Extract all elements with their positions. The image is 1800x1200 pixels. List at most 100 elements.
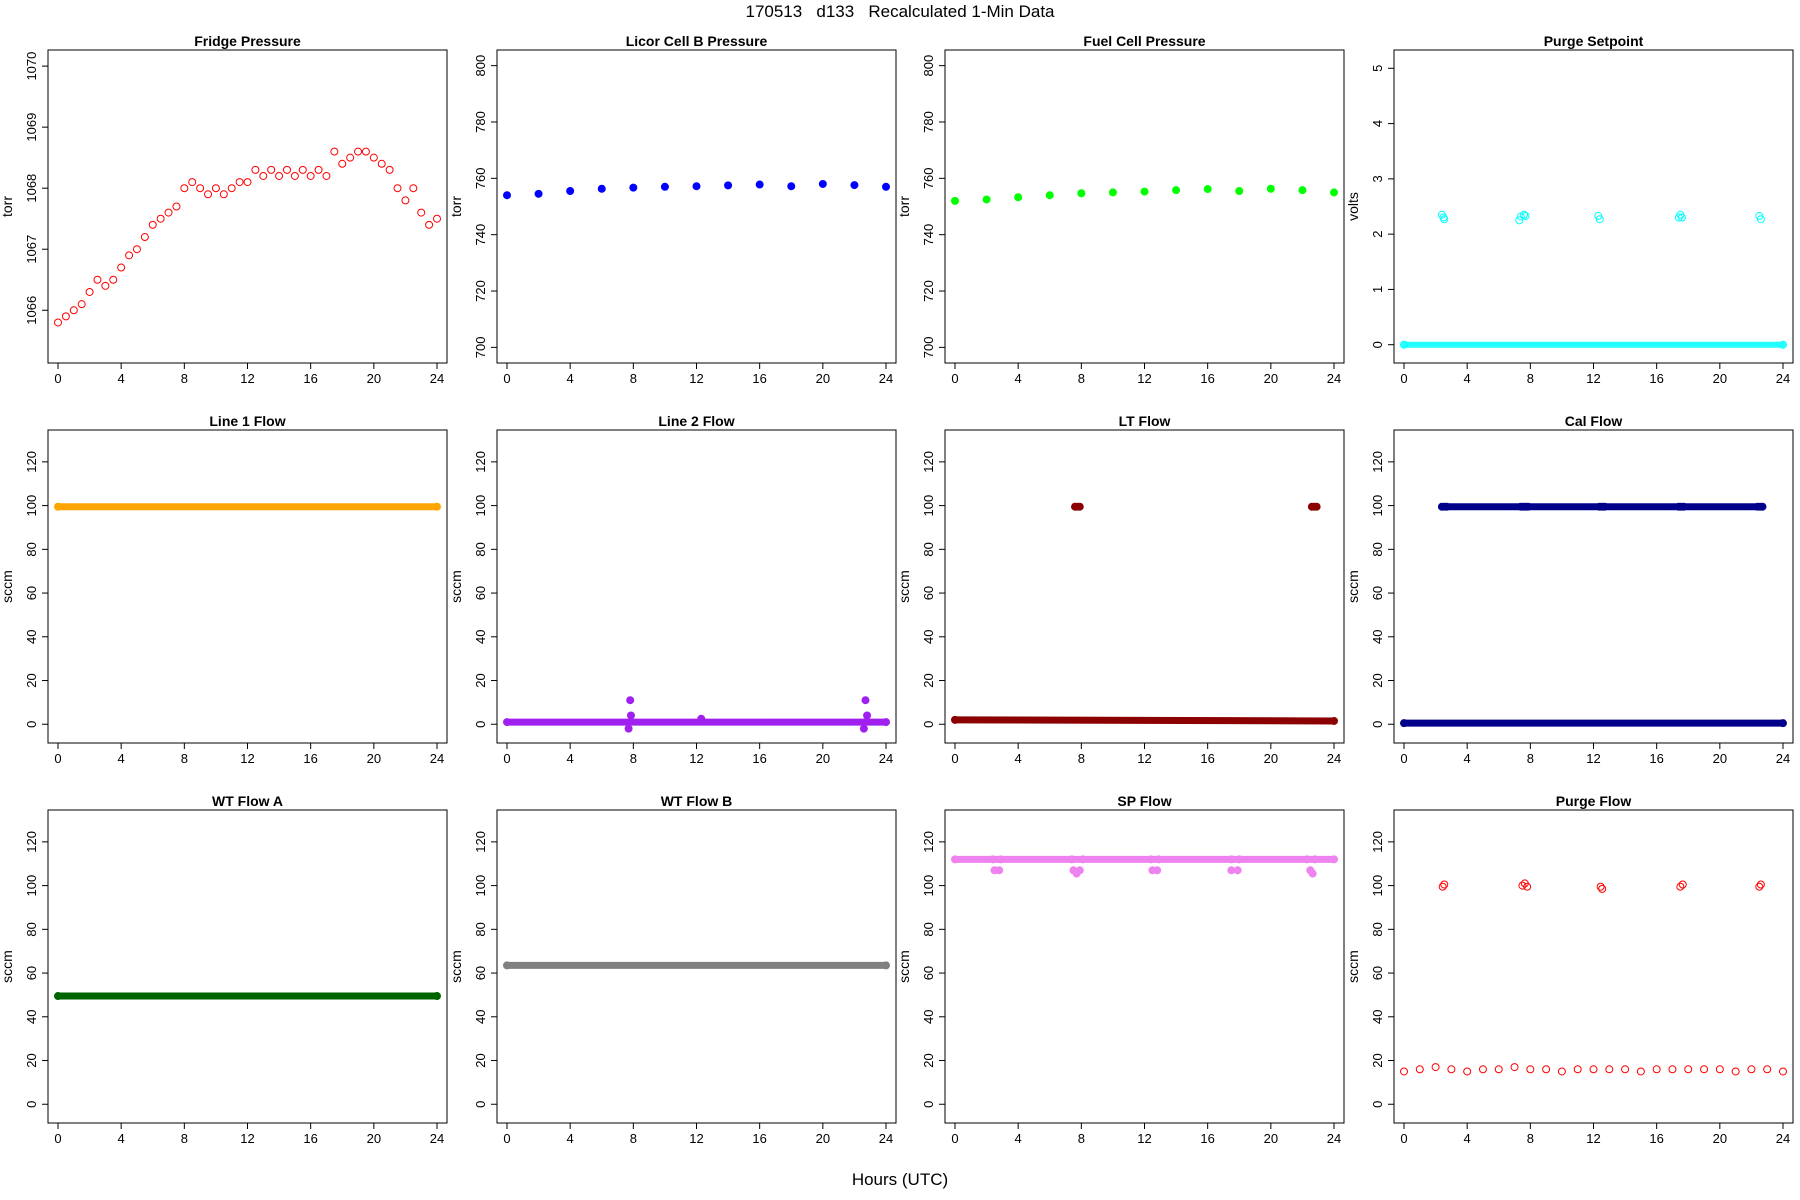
y-tick-label: 100 <box>473 495 488 517</box>
data-point <box>417 208 426 217</box>
data-point <box>314 165 323 174</box>
data-point <box>1312 502 1321 511</box>
data-point <box>626 696 635 705</box>
plot-frame <box>496 429 897 744</box>
chart-panel: Line 2 Flow sccm 0 4 8 12 16 20 24 0 20 40 60 80 100 12… <box>448 413 897 766</box>
x-tick-label: 20 <box>816 371 830 386</box>
x-tick-label: 12 <box>689 751 703 766</box>
data-point <box>1400 719 1408 728</box>
data-point <box>1438 882 1447 891</box>
data-point <box>996 855 1005 864</box>
y-tick-label: 100 <box>921 875 936 897</box>
data-point <box>626 711 635 720</box>
data-point <box>433 214 441 223</box>
y-tick-label: 2 <box>1370 231 1385 238</box>
data-point <box>1308 869 1317 878</box>
plot-frame <box>1393 49 1794 364</box>
data-point <box>1542 1065 1551 1074</box>
y-tick-label: 60 <box>921 586 936 600</box>
y-axis-label: torr <box>896 196 912 217</box>
x-tick-label: 12 <box>689 1131 703 1146</box>
y-axis-label: sccm <box>1345 950 1361 983</box>
x-tick-label: 8 <box>630 371 637 386</box>
data-point <box>861 696 870 705</box>
data-point <box>1077 189 1086 198</box>
chart-title: Fridge Pressure <box>194 33 301 49</box>
x-tick-label: 0 <box>1400 371 1407 386</box>
x-tick-label: 24 <box>430 371 444 386</box>
y-tick-label: 3 <box>1370 175 1385 182</box>
data-point <box>1526 1065 1535 1074</box>
x-tick-label: 0 <box>1400 1131 1407 1146</box>
data-point <box>951 715 959 724</box>
y-axis-label: sccm <box>0 950 15 983</box>
x-tick-label: 12 <box>240 1131 254 1146</box>
data-point <box>1589 1065 1598 1074</box>
x-tick-label: 0 <box>951 1131 958 1146</box>
x-tick-label: 24 <box>430 1131 444 1146</box>
data-point <box>61 312 70 321</box>
x-tick-label: 24 <box>879 1131 893 1146</box>
data-point <box>534 189 543 198</box>
data-point <box>1478 1065 1487 1074</box>
data-point <box>1621 1065 1630 1074</box>
data-point <box>54 318 62 327</box>
y-tick-label: 740 <box>473 224 488 246</box>
y-tick-label: 100 <box>24 875 39 897</box>
y-tick-label: 40 <box>473 630 488 644</box>
x-tick-label: 20 <box>1264 751 1278 766</box>
data-point <box>1442 502 1451 511</box>
y-tick-label: 20 <box>473 673 488 687</box>
data-point <box>1573 1065 1582 1074</box>
data-point <box>204 190 213 199</box>
y-tick-label: 40 <box>473 1010 488 1024</box>
data-point <box>1676 882 1685 891</box>
data-point <box>882 961 890 970</box>
y-tick-label: 20 <box>24 1053 39 1067</box>
data-point <box>117 263 126 272</box>
data-point <box>1447 1065 1456 1074</box>
data-point <box>306 171 315 180</box>
x-tick-label: 20 <box>367 751 381 766</box>
data-point <box>433 992 441 1001</box>
y-axis-label: sccm <box>448 570 464 603</box>
y-tick-label: 40 <box>1370 630 1385 644</box>
data-point <box>863 711 872 720</box>
data-point <box>818 179 827 188</box>
x-tick-label: 4 <box>567 751 574 766</box>
x-tick-label: 8 <box>1078 1131 1085 1146</box>
y-tick-label: 120 <box>24 831 39 853</box>
chart-title: SP Flow <box>1117 793 1171 809</box>
y-tick-label: 40 <box>921 630 936 644</box>
data-point <box>1747 1065 1756 1074</box>
x-tick-label: 12 <box>1586 1131 1600 1146</box>
y-tick-label: 700 <box>473 337 488 359</box>
x-tick-label: 4 <box>567 1131 574 1146</box>
x-tick-label: 16 <box>1200 371 1214 386</box>
x-tick-label: 24 <box>1776 371 1790 386</box>
data-point <box>629 183 638 192</box>
y-tick-label: 720 <box>473 280 488 302</box>
data-point <box>697 714 706 723</box>
data-point <box>1557 1067 1566 1076</box>
data-point <box>1595 215 1604 224</box>
data-point <box>503 191 511 200</box>
data-point <box>1075 502 1084 511</box>
data-point <box>1067 855 1076 864</box>
x-tick-label: 16 <box>752 751 766 766</box>
x-axis-caption: Hours (UTC) <box>851 1170 949 1189</box>
data-point <box>101 281 110 290</box>
y-tick-label: 80 <box>1370 922 1385 936</box>
x-tick-label: 20 <box>1713 1131 1727 1146</box>
x-tick-label: 8 <box>181 1131 188 1146</box>
data-point <box>1715 1065 1724 1074</box>
x-tick-label: 0 <box>951 751 958 766</box>
data-point <box>1415 1065 1424 1074</box>
y-tick-label: 60 <box>24 586 39 600</box>
y-tick-label: 0 <box>921 1101 936 1108</box>
y-tick-label: 1066 <box>24 296 39 325</box>
y-tick-label: 780 <box>921 111 936 133</box>
data-point <box>275 171 284 180</box>
y-tick-label: 60 <box>24 966 39 980</box>
data-point <box>1235 187 1244 196</box>
